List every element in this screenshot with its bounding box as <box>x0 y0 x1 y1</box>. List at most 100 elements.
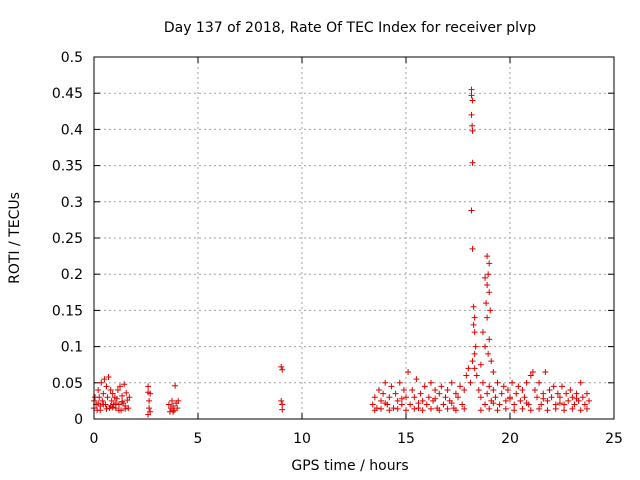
y-tick-label: 0.35 <box>52 159 83 175</box>
data-point <box>488 358 495 365</box>
data-point <box>126 394 133 401</box>
data-point <box>411 394 418 401</box>
data-point <box>438 383 445 390</box>
y-axis-label: ROTI / TECUs <box>7 192 23 284</box>
data-point <box>504 387 511 394</box>
data-point <box>544 397 551 404</box>
data-point <box>100 401 107 408</box>
data-point <box>112 400 119 407</box>
data-point <box>536 379 543 386</box>
data-point <box>465 365 472 372</box>
data-point <box>472 343 479 350</box>
data-point <box>421 383 428 390</box>
data-point <box>469 97 476 104</box>
data-point <box>546 387 553 394</box>
data-point <box>477 407 484 414</box>
data-point <box>411 405 418 412</box>
data-point <box>99 397 106 404</box>
data-point <box>146 397 153 404</box>
data-point <box>95 400 102 407</box>
data-point <box>577 407 584 414</box>
data-point <box>108 397 115 404</box>
data-point <box>415 405 422 412</box>
data-point <box>96 394 103 401</box>
data-point <box>529 368 536 375</box>
data-point <box>407 401 414 408</box>
data-point <box>172 382 179 389</box>
data-point <box>425 394 432 401</box>
data-point <box>490 368 497 375</box>
x-tick-label: 5 <box>194 431 203 447</box>
data-point <box>400 387 407 394</box>
data-point <box>409 387 416 394</box>
data-point <box>147 390 154 397</box>
y-tick-label: 0.05 <box>52 376 83 392</box>
data-point <box>146 405 153 412</box>
data-point <box>117 383 123 390</box>
data-point <box>386 394 393 401</box>
data-point <box>461 387 468 394</box>
data-point <box>485 350 492 357</box>
data-point <box>398 401 405 408</box>
data-point <box>427 405 434 412</box>
x-tick-label: 10 <box>293 431 311 447</box>
data-point <box>459 401 466 408</box>
data-point <box>448 400 455 407</box>
data-point <box>471 365 478 372</box>
data-point <box>457 383 464 390</box>
data-point <box>540 390 547 397</box>
y-tick-label: 0.45 <box>52 86 83 102</box>
data-point <box>487 307 494 314</box>
x-tick-label: 0 <box>90 431 99 447</box>
data-point <box>468 111 475 118</box>
data-point <box>417 390 424 397</box>
data-point <box>536 405 543 412</box>
data-point <box>382 400 389 407</box>
data-point <box>98 379 105 386</box>
data-point <box>498 390 505 397</box>
data-point <box>105 374 112 381</box>
data-point <box>123 389 130 396</box>
data-point <box>398 395 405 402</box>
plot-frame <box>93 56 615 420</box>
y-tick-label: 0.15 <box>52 303 83 319</box>
data-point <box>470 303 477 310</box>
data-point <box>573 390 580 397</box>
data-point <box>471 350 478 357</box>
data-point <box>107 402 114 409</box>
data-point <box>444 405 451 412</box>
data-point <box>468 92 475 99</box>
data-point <box>552 405 559 412</box>
data-point <box>104 394 111 401</box>
data-point <box>486 383 493 390</box>
data-point <box>586 397 593 404</box>
data-point <box>519 405 526 412</box>
data-point <box>486 405 493 412</box>
y-tick-label: 0 <box>74 412 83 428</box>
data-point <box>469 127 476 134</box>
data-point <box>559 383 565 390</box>
y-tick-label: 0.2 <box>61 267 83 283</box>
data-point <box>440 401 447 408</box>
data-point <box>469 122 476 129</box>
data-point <box>423 401 430 408</box>
data-point <box>569 394 576 401</box>
data-point <box>469 159 476 166</box>
data-point <box>452 407 459 414</box>
data-point <box>432 395 439 402</box>
data-point <box>403 407 409 414</box>
data-point <box>561 407 568 414</box>
data-point <box>502 405 509 412</box>
y-tick-label: 0.4 <box>61 122 83 138</box>
data-point <box>577 379 584 386</box>
x-tick-label: 20 <box>501 431 519 447</box>
data-points <box>91 86 593 418</box>
x-tick-label: 15 <box>397 431 415 447</box>
data-point <box>170 402 177 409</box>
data-point <box>380 390 387 397</box>
data-point <box>113 395 120 402</box>
data-point <box>581 401 588 408</box>
data-point <box>483 300 490 307</box>
data-point <box>479 379 486 386</box>
